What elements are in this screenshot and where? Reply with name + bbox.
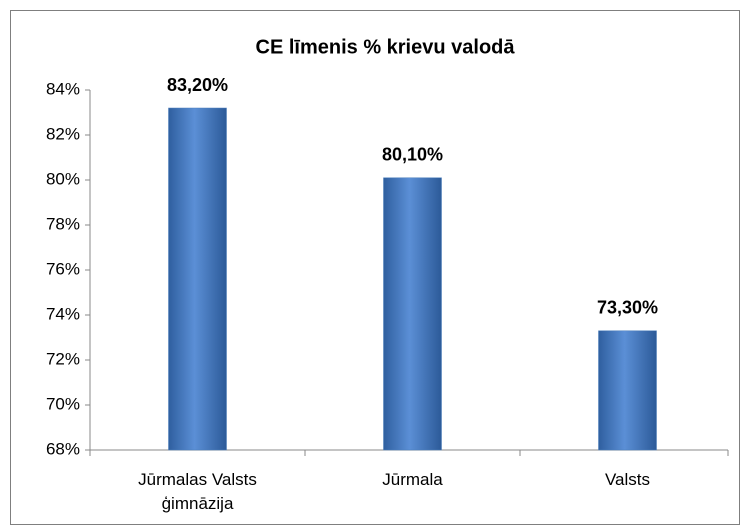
y-tick-label: 84% [46,79,80,98]
value-label: 80,10% [382,145,443,165]
bar [598,330,657,451]
value-label: 83,20% [167,75,228,95]
bar [168,107,227,451]
bar [383,177,442,451]
chart-title: CE līmenis % krievu valodā [256,36,516,58]
y-tick-label: 78% [46,214,80,233]
y-tick-label: 76% [46,259,80,278]
x-tick-label: Jūrmala [382,470,443,489]
y-tick-label: 74% [46,304,80,323]
y-tick-label: 82% [46,124,80,143]
value-label: 73,30% [597,298,658,318]
y-tick-label: 80% [46,169,80,188]
y-tick-label: 68% [46,439,80,458]
x-tick-label: Valsts [604,470,651,489]
x-tick-label: Jūrmalas Valsts ģimnāzija [138,470,257,513]
y-tick-label: 72% [46,349,80,368]
y-tick-label: 70% [46,394,80,413]
